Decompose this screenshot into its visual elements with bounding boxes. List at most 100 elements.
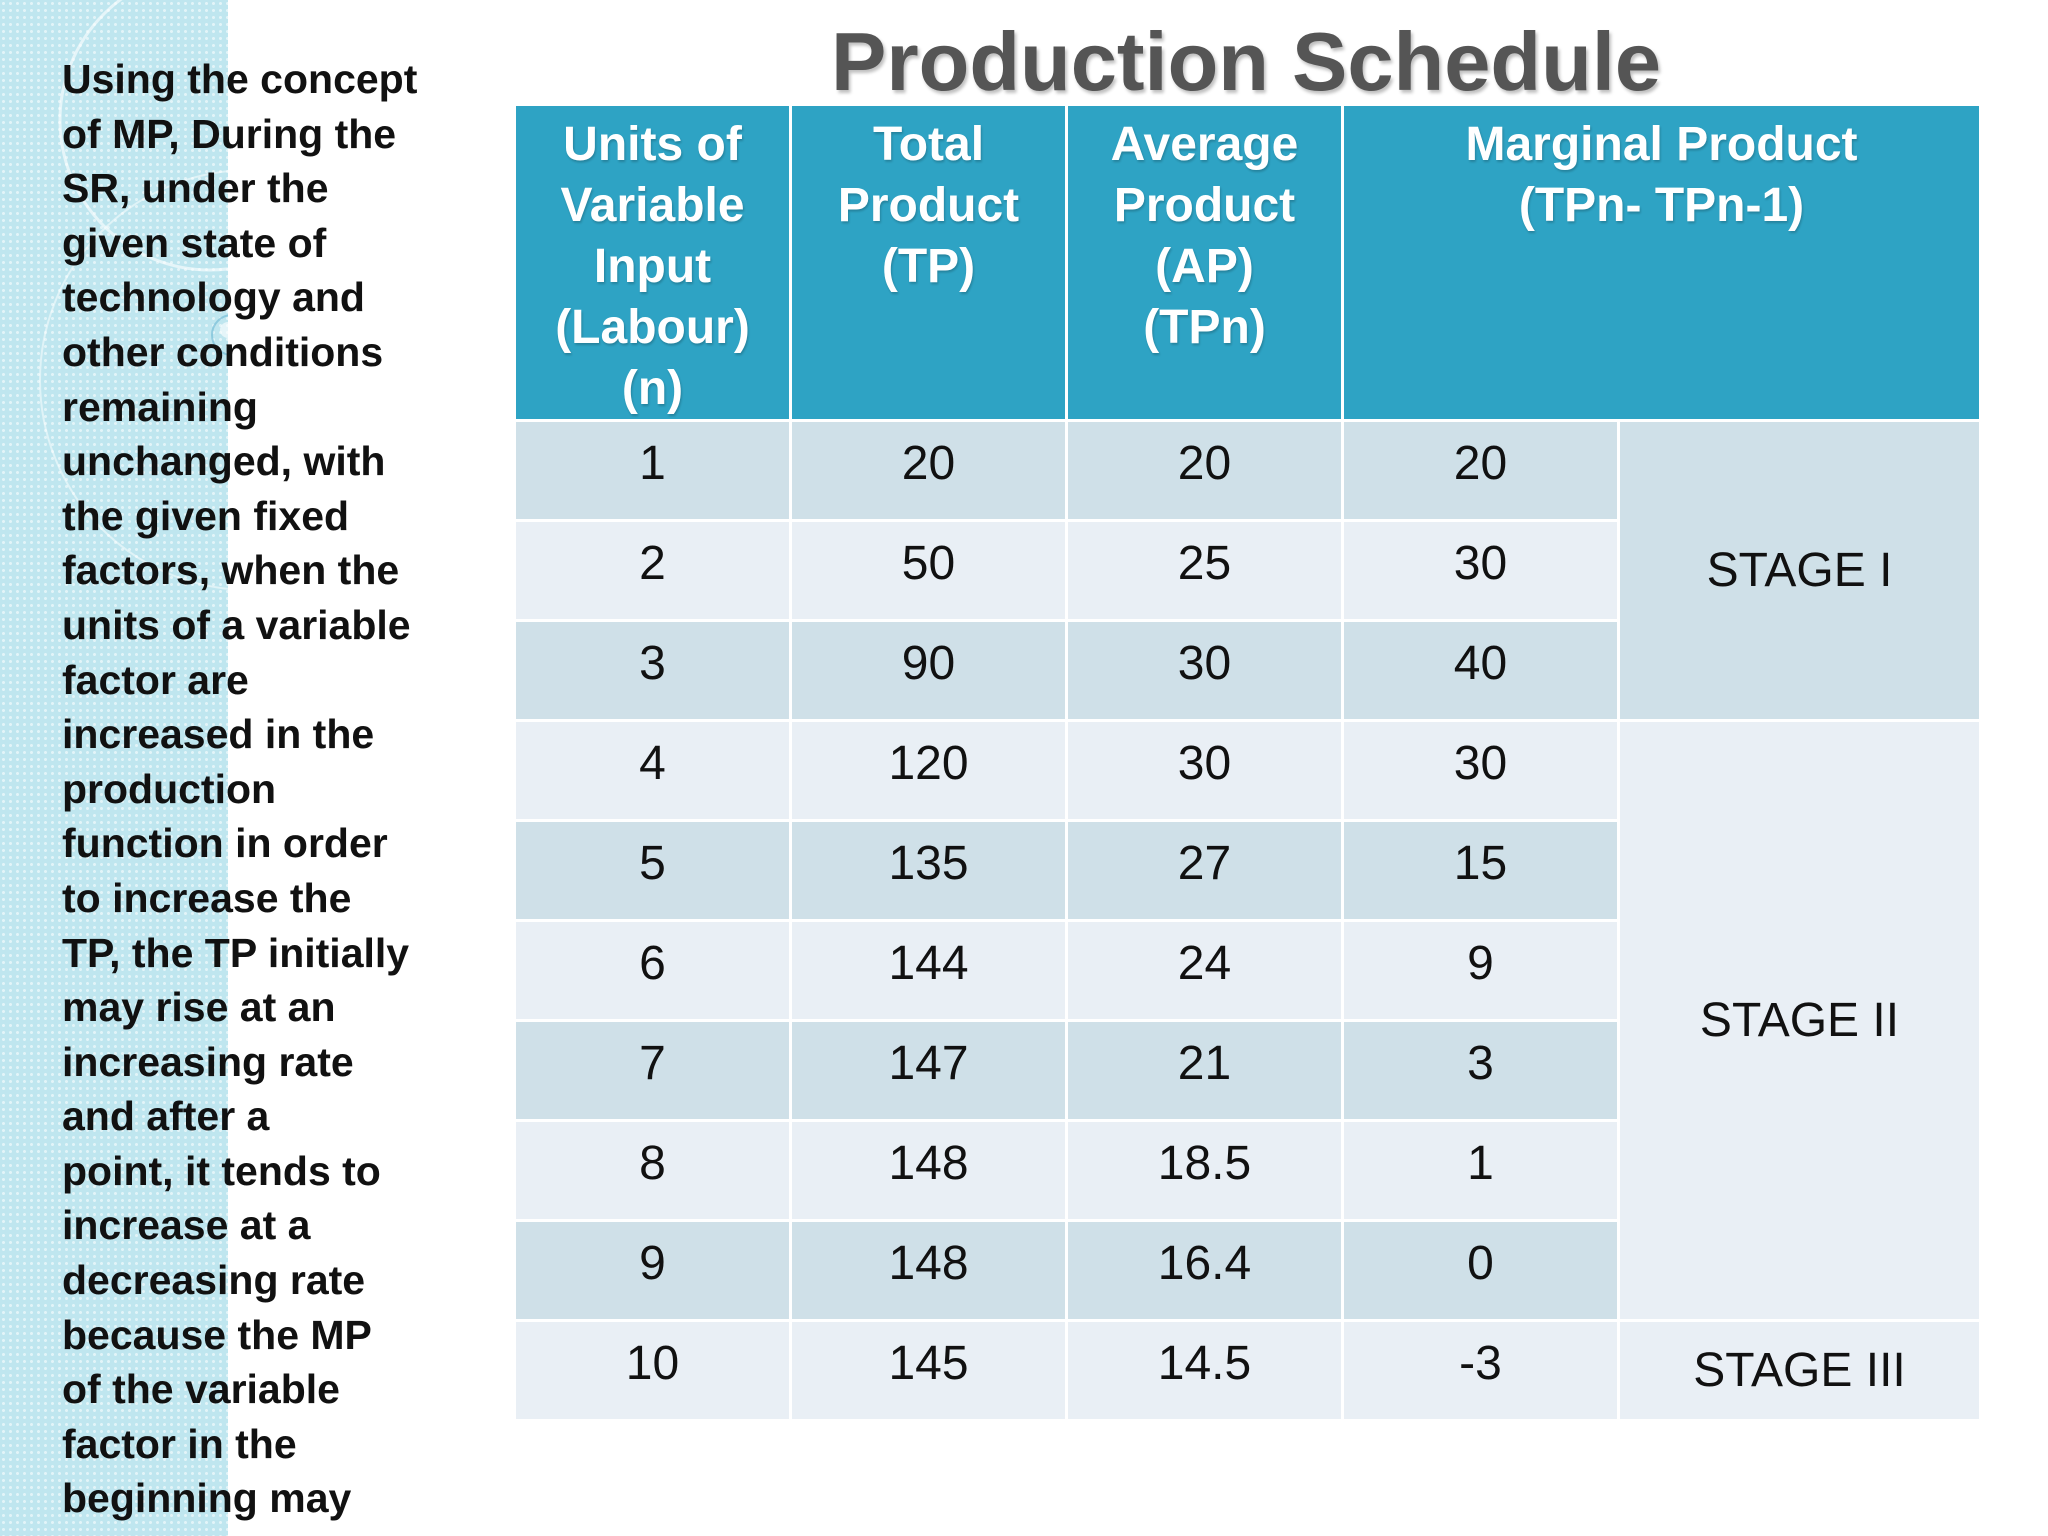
side-text-line: technology and (62, 274, 365, 321)
cell-marginal-product: 1 (1341, 1119, 1620, 1222)
cell-average-product: 16.4 (1065, 1219, 1344, 1322)
cell-marginal-product: 0 (1341, 1219, 1620, 1322)
header-line: Product (1113, 179, 1296, 232)
side-text-line: increase at a (62, 1202, 311, 1249)
header-line: (TPn- TPn-1) (1518, 179, 1805, 232)
side-text-line: and after a (62, 1093, 270, 1140)
cell-marginal-product: 20 (1341, 419, 1620, 522)
side-text-line: unchanged, with (62, 438, 386, 485)
header-line: Units of (563, 118, 742, 171)
header-average-product: Average Product (AP) (TPn) (1065, 103, 1344, 422)
cell-marginal-product: 40 (1341, 619, 1620, 722)
header-line: Marginal Product (1465, 118, 1858, 171)
side-text-line: increasing rate (62, 1038, 354, 1085)
side-text-line: given state of (62, 219, 327, 266)
cell-average-product: 30 (1065, 719, 1344, 822)
side-text-line: point, it tends to (62, 1147, 381, 1194)
cell-total-product: 90 (789, 619, 1068, 722)
side-text-line: remaining (62, 383, 258, 430)
cell-total-product: 20 (789, 419, 1068, 522)
table-row: 1 20 20 20 STAGE I (513, 419, 1983, 722)
cell-average-product: 27 (1065, 819, 1344, 922)
cell-marginal-product: 15 (1341, 819, 1620, 922)
header-line: (TP) (881, 240, 976, 293)
cell-total-product: 50 (789, 519, 1068, 622)
cell-units: 6 (513, 919, 792, 1022)
stage-1-label: STAGE I (1616, 419, 1983, 722)
cell-marginal-product: -3 (1341, 1319, 1620, 1422)
side-text-line: beginning may (62, 1475, 352, 1522)
cell-average-product: 30 (1065, 619, 1344, 722)
table-row: 6 144 24 9 (513, 919, 1981, 1022)
table-row: 2 50 25 30 (513, 519, 1981, 622)
decorative-swirl-graphic (39, 0, 228, 590)
side-text-line: units of a variable (62, 601, 411, 648)
stage-3-label: STAGE III (1616, 1319, 1983, 1422)
header-line: Product (837, 179, 1020, 232)
cell-average-product: 18.5 (1065, 1119, 1344, 1222)
side-text-line: increased in the (62, 711, 375, 758)
table-row: 3 90 30 40 (513, 619, 1981, 722)
cell-total-product: 145 (789, 1319, 1068, 1422)
cell-total-product: 148 (789, 1119, 1068, 1222)
cell-units: 9 (513, 1219, 792, 1322)
table-row: 7 147 21 3 (513, 1019, 1981, 1122)
decorative-side-strip (0, 0, 228, 1536)
table-row: 8 148 18.5 1 (513, 1119, 1981, 1222)
cell-average-product: 25 (1065, 519, 1344, 622)
header-line: Variable (560, 179, 745, 232)
side-text-line: function in order (62, 820, 388, 867)
cell-total-product: 120 (789, 719, 1068, 822)
header-marginal-product: Marginal Product (TPn- TPn-1) (1340, 103, 1983, 422)
table-row: 5 135 27 15 (513, 819, 1981, 922)
header-line: (TPn) (1143, 301, 1266, 354)
cell-units: 4 (513, 719, 792, 822)
cell-average-product: 24 (1065, 919, 1344, 1022)
cell-units: 10 (513, 1319, 792, 1422)
table-row: 10 145 14.5 -3 STAGE III (513, 1319, 1983, 1422)
cell-total-product: 144 (789, 919, 1068, 1022)
side-text-line: TP, the TP initially (62, 929, 410, 976)
cell-units: 5 (513, 819, 792, 922)
side-text-line: factors, when the (62, 547, 400, 594)
cell-units: 8 (513, 1119, 792, 1222)
table-header-row: Units of Variable Input (Labour) (n) Tot… (513, 103, 1983, 422)
cell-average-product: 21 (1065, 1019, 1344, 1122)
header-line: Average (1110, 118, 1299, 171)
header-line: Total (872, 118, 985, 171)
side-text-line: SR, under the (62, 165, 329, 212)
stage-2-label: STAGE II (1616, 719, 1983, 1322)
cell-units: 1 (513, 419, 792, 522)
header-line: (AP) (1155, 240, 1254, 293)
table-row: 9 148 16.4 0 (513, 1219, 1981, 1322)
cell-units: 2 (513, 519, 792, 622)
side-text-line: because the MP (62, 1311, 372, 1358)
table-row: 4 120 30 30 STAGE II (513, 719, 1983, 1322)
side-text-line: to increase the (62, 874, 352, 921)
cell-total-product: 135 (789, 819, 1068, 922)
cell-marginal-product: 3 (1341, 1019, 1620, 1122)
cell-average-product: 14.5 (1065, 1319, 1344, 1422)
side-text-line: of the variable (62, 1366, 340, 1413)
header-units-of-variable-input: Units of Variable Input (Labour) (n) (513, 103, 792, 422)
slide-title: Production Schedule (830, 15, 1662, 108)
side-text-line: factor in the (62, 1420, 297, 1467)
cell-marginal-product: 30 (1341, 719, 1620, 822)
production-schedule-table: Units of Variable Input (Labour) (n) Tot… (513, 103, 1983, 1422)
cell-units: 3 (513, 619, 792, 722)
cell-marginal-product: 30 (1341, 519, 1620, 622)
side-text-line: Using the concept (62, 56, 418, 102)
cell-total-product: 148 (789, 1219, 1068, 1322)
side-text-line: the given fixed (62, 492, 350, 539)
side-text-line: decreasing rate (62, 1257, 366, 1304)
header-line: (n) (621, 362, 684, 415)
side-text-line: of MP, During the (62, 110, 397, 157)
cell-marginal-product: 9 (1341, 919, 1620, 1022)
cell-total-product: 147 (789, 1019, 1068, 1122)
cell-units: 7 (513, 1019, 792, 1122)
side-text-line: factor are (62, 656, 249, 703)
side-text-line: production (62, 765, 277, 812)
header-line: (Labour) (555, 301, 750, 354)
side-description-text: Using the concept of MP, During the SR, … (62, 52, 482, 1526)
side-text-line: may rise at an (62, 984, 336, 1031)
